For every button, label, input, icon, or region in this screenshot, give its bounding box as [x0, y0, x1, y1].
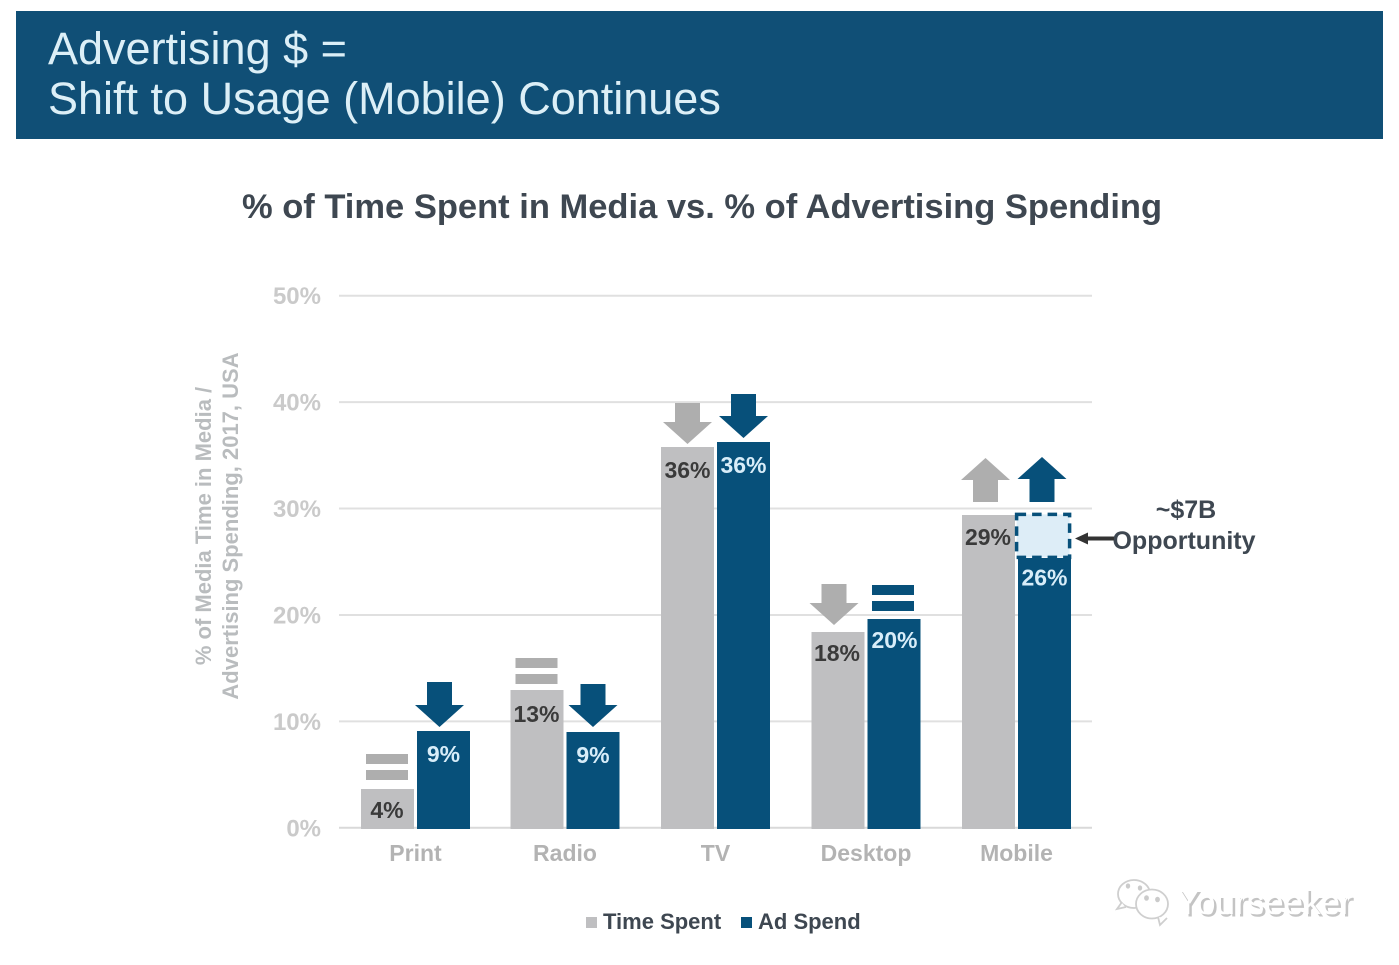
- svg-text:% of Time Spent in Media vs. %: % of Time Spent in Media vs. % of Advert…: [242, 188, 1162, 226]
- svg-text:Yourseeker: Yourseeker: [1179, 886, 1355, 925]
- svg-text:Advertising $ =: Advertising $ =: [48, 23, 347, 74]
- svg-text:36%: 36%: [720, 452, 766, 478]
- svg-text:13%: 13%: [513, 701, 559, 727]
- svg-text:18%: 18%: [814, 640, 860, 666]
- svg-text:0%: 0%: [286, 815, 321, 842]
- svg-text:~$7B: ~$7B: [1156, 496, 1216, 524]
- svg-text:30%: 30%: [273, 496, 321, 523]
- svg-text:% of Media Time in Media /: % of Media Time in Media /: [191, 387, 216, 665]
- svg-text:40%: 40%: [273, 390, 321, 417]
- svg-text:36%: 36%: [664, 457, 710, 483]
- svg-text:10%: 10%: [273, 709, 321, 736]
- svg-text:Ad Spend: Ad Spend: [758, 909, 861, 934]
- svg-text:9%: 9%: [427, 741, 460, 767]
- svg-text:20%: 20%: [871, 627, 917, 653]
- svg-text:Yourseeker: Yourseeker: [1176, 883, 1352, 922]
- svg-text:Desktop: Desktop: [821, 840, 912, 866]
- svg-text:9%: 9%: [576, 742, 609, 768]
- svg-text:Radio: Radio: [533, 840, 597, 866]
- svg-text:Advertising Spending, 2017, US: Advertising Spending, 2017, USA: [218, 352, 243, 699]
- svg-text:Opportunity: Opportunity: [1112, 527, 1255, 555]
- svg-text:26%: 26%: [1021, 565, 1067, 591]
- svg-text:29%: 29%: [965, 524, 1011, 550]
- svg-text:TV: TV: [701, 840, 731, 866]
- svg-text:Mobile: Mobile: [980, 840, 1053, 866]
- svg-text:4%: 4%: [370, 797, 403, 823]
- svg-text:20%: 20%: [273, 603, 321, 630]
- svg-text:Time Spent: Time Spent: [603, 909, 722, 934]
- svg-text:Shift to Usage (Mobile) Contin: Shift to Usage (Mobile) Continues: [48, 73, 721, 124]
- svg-text:Print: Print: [389, 840, 442, 866]
- svg-text:50%: 50%: [273, 283, 321, 310]
